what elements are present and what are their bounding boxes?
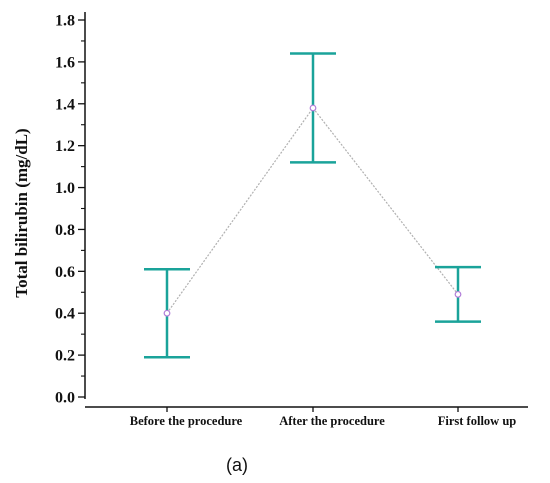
y-tick-label: 0.6 (55, 264, 75, 281)
y-tick-label: 1.4 (55, 96, 75, 113)
data-point (163, 309, 171, 317)
data-point (309, 104, 317, 112)
x-tick-label: After the procedure (279, 414, 385, 428)
x-tick-label: Before the procedure (130, 414, 243, 428)
data-point (454, 290, 462, 298)
y-axis: 0.0 0.2 0.4 0.6 0.8 1.0 1.2 1.4 1.6 1.8 (55, 12, 86, 407)
x-tick-label: First follow up (438, 414, 517, 428)
y-tick-label: 1.6 (55, 54, 75, 71)
panel-label: (a) (226, 455, 248, 475)
y-tick-label: 1.8 (55, 13, 75, 30)
series-group (144, 52, 481, 359)
x-axis: Before the procedure After the procedure F… (85, 406, 528, 428)
y-axis-title: Total bilirubin (mg/dL) (12, 128, 31, 297)
y-tick-label: 0.2 (55, 348, 75, 365)
y-tick-label: 0.8 (55, 222, 75, 239)
y-tick-label: 1.0 (55, 180, 75, 197)
y-tick-label: 1.2 (55, 138, 75, 155)
y-tick-label: 0.4 (55, 306, 75, 323)
y-tick-label: 0.0 (55, 390, 75, 407)
